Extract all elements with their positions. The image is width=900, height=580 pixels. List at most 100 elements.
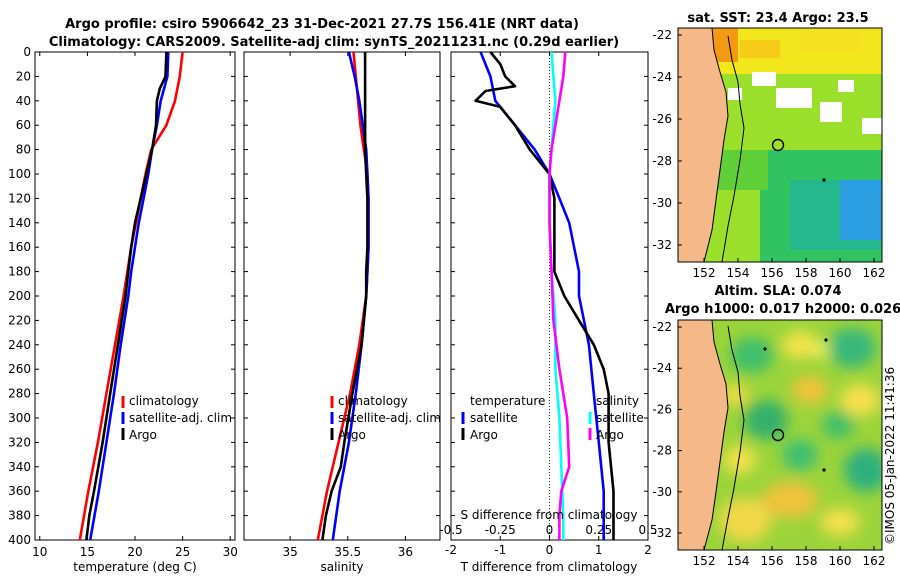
legend-climatology-label: climatology — [129, 394, 199, 408]
y-tick-label: 20 — [16, 69, 31, 83]
lat-tick-label: -24 — [652, 361, 672, 375]
difference-legend: temperature satellite Argo salinity sate… — [461, 394, 644, 442]
y-tick-label: 80 — [16, 143, 31, 157]
lon-tick-label: 162 — [863, 266, 886, 280]
x-tick-label: 35.5 — [334, 545, 361, 559]
lon-tick-label: 156 — [761, 266, 784, 280]
sst-map-title: sat. SST: 23.4 Argo: 23.5 — [687, 11, 868, 26]
series-line-argo — [321, 52, 369, 541]
y-tick-label: 140 — [8, 216, 31, 230]
x-tick-label: 2 — [644, 543, 652, 557]
y-tick-label: 360 — [8, 484, 31, 498]
x-tick-label: 25 — [175, 545, 190, 559]
depth-axis-ticks: 0 20 40 60 80 100 120 140 160 180 200 220 240 260 280 3… — [8, 45, 235, 547]
lon-tick-label: 154 — [727, 266, 750, 280]
lat-tick-label: -26 — [652, 402, 672, 416]
y-tick-label: 240 — [8, 338, 31, 352]
sst-nodata — [776, 88, 812, 108]
y-tick-label: 200 — [8, 289, 31, 303]
sst-yellow-patch — [800, 30, 860, 52]
sla-lat-ticks: -22 -24 -26 -28 -30 -32 — [652, 320, 682, 540]
salinity-panel: 35 35.5 36 salinity climatology satellite-… — [243, 51, 441, 574]
lat-tick-label: -26 — [652, 112, 672, 126]
y-tick-label: 60 — [16, 118, 31, 132]
x-tick-label: 15 — [80, 545, 95, 559]
legend-t-satellite-label: satellite — [470, 411, 518, 425]
sst-nodata — [752, 72, 776, 86]
lat-tick-label: -22 — [652, 28, 672, 42]
temperature-axis-ticks: 10 15 20 25 30 — [32, 52, 238, 559]
temperature-panel: 0 20 40 60 80 100 120 140 160 180 200 220 240 260 280 3… — [8, 45, 238, 574]
series-line-salinity-argo — [548, 51, 571, 540]
temperature-xlabel: temperature (deg C) — [73, 560, 196, 574]
sst-map: sat. SST: 23.4 Argo: 23.5 — [652, 11, 885, 280]
difference-panel: -2 -1 0 1 2 -0.5 -0.25 0 0.25 0.5 S difference f… — [439, 51, 658, 574]
figure-title-line2: Climatology: CARS2009. Satellite-adj cli… — [49, 35, 619, 50]
x-tick-label: 35 — [282, 545, 297, 559]
series-line-satellite-adj-clim — [88, 51, 170, 541]
sla-lon-ticks: 152 154 156 158 160 162 — [693, 546, 886, 568]
y-tick-label: 300 — [8, 411, 31, 425]
legend-s-argo-label: Argo — [596, 428, 624, 442]
lat-tick-label: -28 — [652, 444, 672, 458]
coastline — [703, 28, 729, 262]
sst-lat-ticks: -22 -24 -26 -28 -30 -32 — [652, 28, 682, 252]
lat-tick-label: -28 — [652, 154, 672, 168]
map-dot — [822, 178, 826, 182]
figure-title-line1: Argo profile: csiro 5906642_23 31-Dec-20… — [65, 17, 579, 32]
y-tick-label: 260 — [8, 362, 31, 376]
sla-map-title-line2: Argo h1000: 0.017 h2000: 0.026 — [665, 302, 900, 317]
sst-nodata — [820, 102, 842, 122]
y-tick-label: 280 — [8, 387, 31, 401]
s-tick-label: 0 — [546, 523, 554, 537]
legend-salinity-title: salinity — [596, 394, 639, 408]
legend-satellite-label: satellite-adj. clim — [129, 411, 232, 425]
lon-tick-label: 152 — [693, 266, 716, 280]
y-tick-label: 180 — [8, 265, 31, 279]
s-tick-label: -0.25 — [485, 523, 516, 537]
lon-tick-label: 162 — [863, 554, 886, 568]
y-tick-label: 320 — [8, 435, 31, 449]
x-tick-label: -1 — [494, 543, 506, 557]
lat-tick-label: -32 — [652, 526, 672, 540]
series-line-temperature-argo — [474, 51, 615, 540]
legend-satellite-label: satellite-adj. clim — [338, 411, 441, 425]
temperature-legend: climatology satellite-adj. clim Argo — [121, 394, 232, 442]
sla-map-title-line1: Altim. SLA: 0.074 — [715, 284, 842, 299]
sst-coldest-patch — [840, 180, 882, 240]
x-tick-label: 0 — [546, 543, 554, 557]
lat-tick-label: -30 — [652, 485, 672, 499]
x-tick-label: 10 — [32, 545, 47, 559]
sst-lon-ticks: 152 154 156 158 160 162 — [693, 258, 886, 280]
y-tick-label: 400 — [8, 533, 31, 547]
lon-tick-label: 152 — [693, 554, 716, 568]
argo-float-marker — [771, 428, 785, 442]
salinity-axis-ticks: 35 35.5 36 — [282, 52, 413, 559]
lat-tick-label: -24 — [652, 70, 672, 84]
salinity-legend: climatology satellite-adj. clim Argo — [330, 394, 441, 442]
lon-tick-label: 158 — [795, 266, 818, 280]
y-tick-label: 380 — [8, 509, 31, 523]
isobath-contour — [721, 325, 745, 550]
difference-lines — [474, 51, 615, 540]
sst-map-frame — [677, 27, 883, 263]
y-tick-label: 100 — [8, 167, 31, 181]
sst-yellow-patch — [740, 40, 780, 58]
lat-tick-label: -32 — [652, 238, 672, 252]
x-tick-label: 36 — [398, 545, 413, 559]
lat-tick-label: -22 — [652, 320, 672, 334]
x-tick-label: 20 — [127, 545, 142, 559]
legend-argo-label: Argo — [129, 428, 157, 442]
s-tick-label: -0.5 — [439, 523, 462, 537]
y-tick-label: 40 — [16, 94, 31, 108]
legend-climatology-label: climatology — [338, 394, 408, 408]
x-tick-label: 30 — [223, 545, 238, 559]
temperature-axes-box — [34, 51, 236, 541]
sla-map: Altim. SLA: 0.074 Argo h1000: 0.017 h200… — [652, 284, 900, 568]
salinity-xlabel: salinity — [320, 560, 363, 574]
lat-tick-label: -30 — [652, 196, 672, 210]
lon-tick-label: 160 — [829, 554, 852, 568]
series-line-argo — [85, 51, 168, 541]
y-tick-label: 220 — [8, 313, 31, 327]
y-tick-label: 160 — [8, 240, 31, 254]
